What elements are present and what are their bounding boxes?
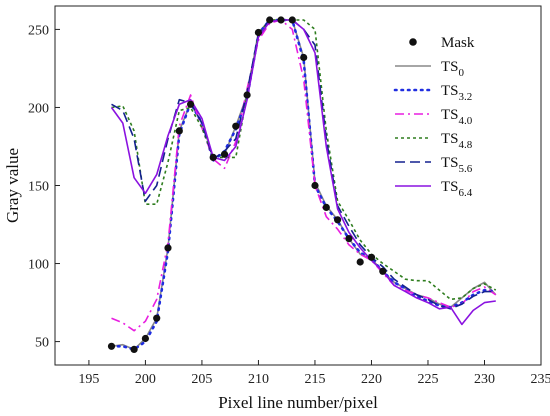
x-tick-label: 205 (191, 372, 212, 387)
mask-point (322, 203, 330, 211)
mask-point (288, 16, 296, 24)
x-tick-label: 225 (417, 372, 438, 387)
mask-point (334, 216, 342, 224)
y-tick-label: 100 (28, 258, 49, 273)
mask-point (130, 345, 138, 353)
mask-point (356, 258, 364, 266)
y-tick-label: 250 (28, 23, 49, 38)
mask-point (277, 16, 285, 24)
x-tick-label: 215 (304, 372, 325, 387)
plot-frame (54, 5, 542, 366)
mask-point (141, 334, 149, 343)
series-line-ts-4-0 (111, 19, 497, 332)
mask-point (243, 91, 251, 99)
legend-label-5-6: TS5.6 (441, 155, 473, 175)
mask-point (220, 150, 229, 158)
mask-point (345, 235, 353, 243)
x-tick-label: 230 (474, 372, 495, 387)
mask-point (232, 122, 240, 130)
x-tick-label: 195 (78, 372, 99, 387)
x-tick-label: 220 (361, 372, 382, 387)
x-tick-label: 200 (135, 372, 156, 387)
legend-mask-label: Mask (441, 35, 475, 51)
mask-point (164, 244, 172, 252)
legend-label-0: TS0 (441, 59, 465, 79)
series-line-ts-3-2 (110, 18, 498, 351)
x-tick-label: 235 (531, 372, 550, 387)
series-line-ts-4-8 (111, 19, 497, 301)
legend-label-4-8: TS4.8 (441, 131, 473, 151)
legend-label-4-0: TS4.0 (441, 107, 473, 127)
mask-point (266, 16, 274, 24)
mask-point (153, 314, 161, 322)
mask-point (209, 153, 217, 161)
legend-label-3-2: TS3.2 (441, 83, 472, 103)
legend-label-6-4: TS6.4 (441, 179, 473, 199)
y-axis-title: Gray value (3, 148, 22, 223)
mask-point (175, 127, 183, 135)
legend-mask-marker (409, 38, 417, 46)
mask-point (311, 181, 319, 190)
x-axis-title: Pixel line number/pixel (218, 393, 378, 412)
mask-point (367, 253, 376, 261)
mask-point (254, 28, 262, 37)
mask-point (107, 342, 116, 350)
mask-point (379, 267, 387, 275)
mask-point (300, 53, 308, 62)
mask-point (187, 100, 195, 108)
x-tick-label: 210 (248, 372, 269, 387)
y-tick-label: 200 (28, 101, 49, 116)
series-line-ts-6-4 (110, 19, 496, 326)
y-tick-label: 50 (35, 336, 49, 351)
y-tick-label: 150 (28, 180, 49, 195)
